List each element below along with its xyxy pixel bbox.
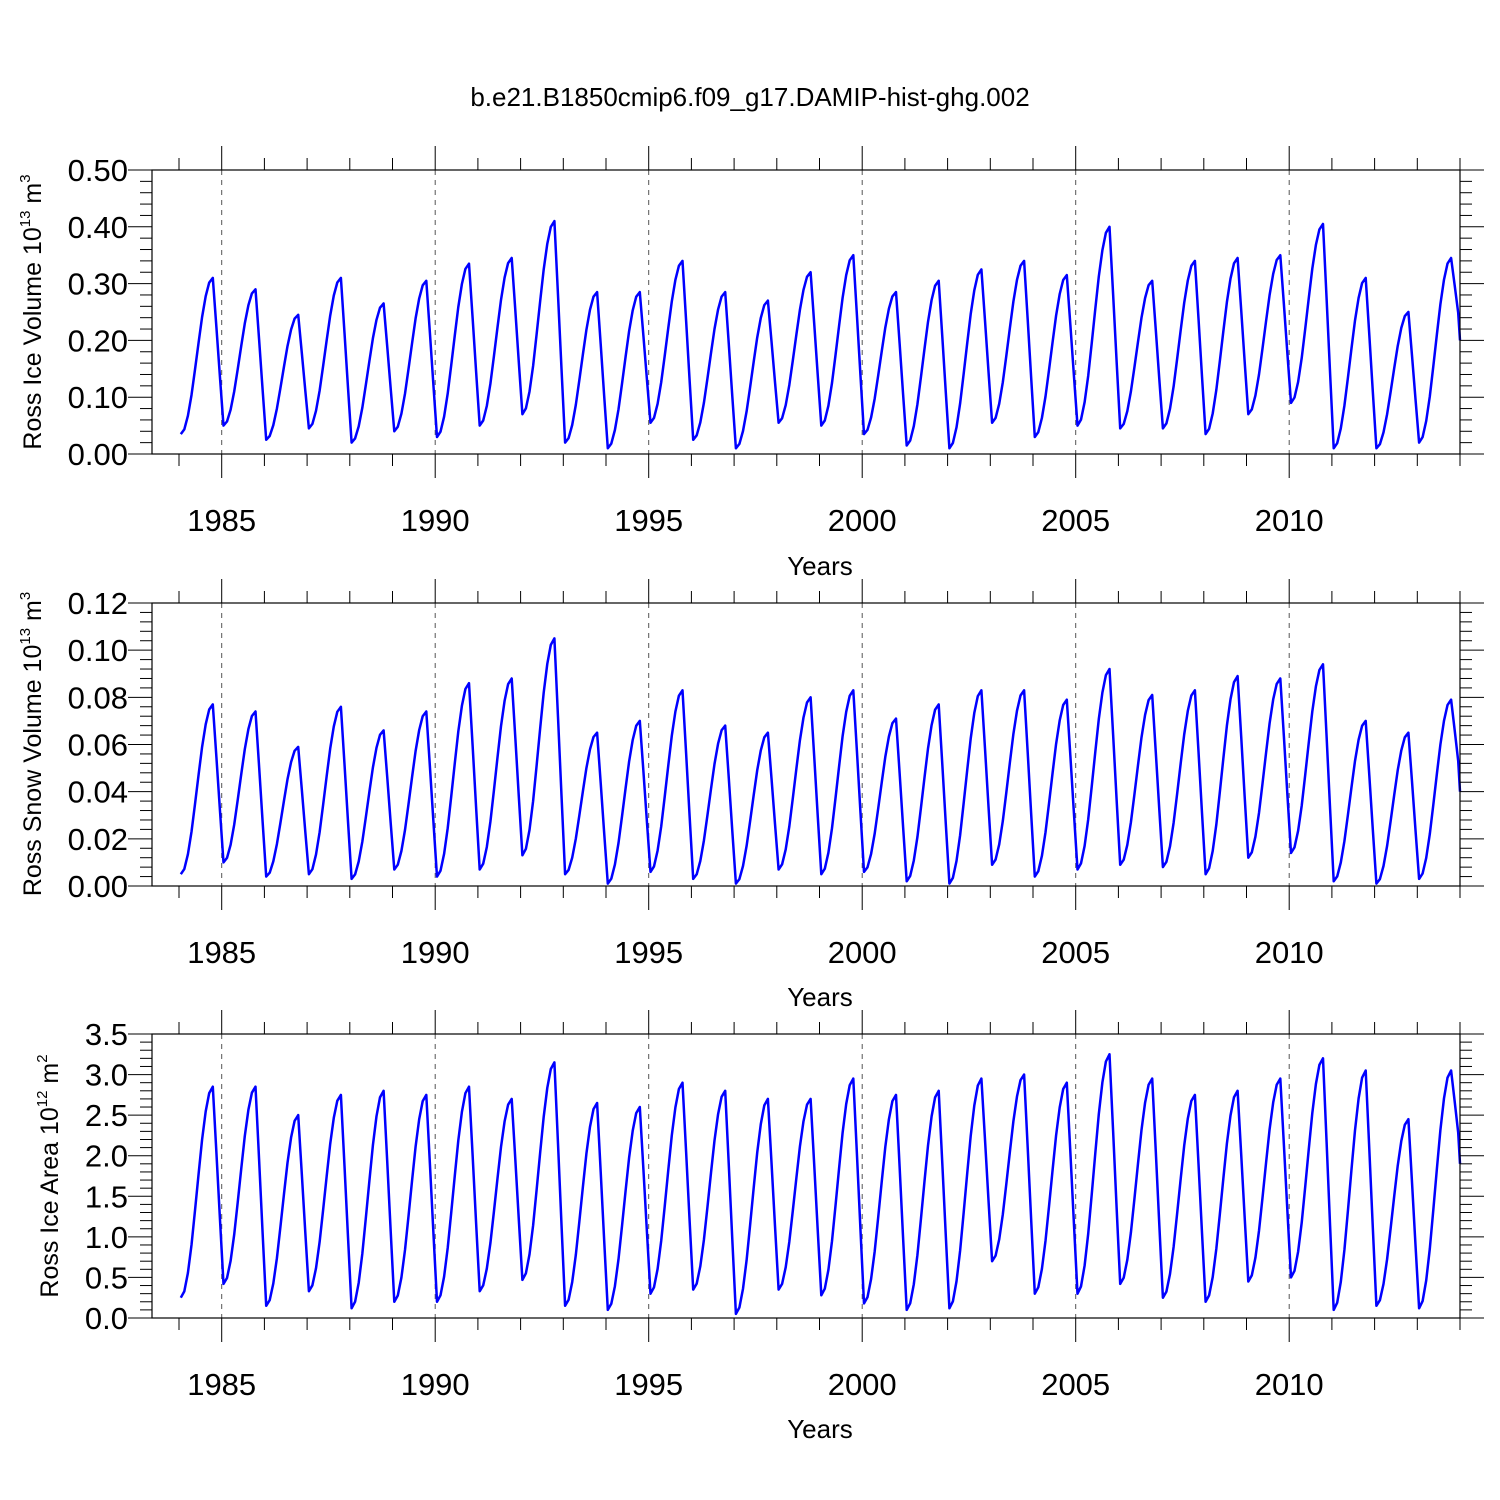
y-tick-label: 0.08 bbox=[68, 680, 128, 715]
tick-marks bbox=[128, 579, 1484, 910]
x-axis-label: Years bbox=[787, 1414, 853, 1444]
x-tick-label: 2010 bbox=[1255, 1367, 1324, 1402]
grid-lines bbox=[221, 603, 1290, 886]
x-tick-labels: 1985 1990 1995 2000 2005 2010 bbox=[187, 1367, 1323, 1402]
y-tick-label: 0.0 bbox=[85, 1301, 128, 1336]
series-line bbox=[179, 637, 1462, 885]
plot-frame bbox=[151, 169, 1461, 455]
y-tick-label: 0.30 bbox=[68, 267, 128, 302]
x-tick-label: 1995 bbox=[614, 503, 683, 538]
y-label-exponent: 13 bbox=[17, 211, 34, 228]
x-tick-label: 2005 bbox=[1041, 503, 1110, 538]
x-tick-label: 2000 bbox=[828, 503, 897, 538]
y-tick-label: 0.10 bbox=[68, 380, 128, 415]
y-label-exponent: 12 bbox=[34, 1091, 51, 1108]
x-tick-labels: 1985 1990 1995 2000 2005 2010 bbox=[187, 503, 1323, 538]
x-tick-label: 2005 bbox=[1041, 935, 1110, 970]
tick-marks bbox=[128, 146, 1484, 478]
x-axis-label: Years bbox=[787, 982, 853, 1012]
y-tick-labels: 0.0 0.5 1.0 1.5 2.0 2.5 3.0 3.5 bbox=[85, 1017, 128, 1336]
x-tick-labels: 1985 1990 1995 2000 2005 2010 bbox=[187, 935, 1323, 970]
grid-lines bbox=[221, 1034, 1290, 1318]
y-axis-label: Ross Snow Volume 1013 m3 bbox=[17, 592, 47, 896]
y-tick-label: 3.0 bbox=[85, 1058, 128, 1093]
y-tick-label: 1.5 bbox=[85, 1179, 128, 1214]
y-label-exponent: 13 bbox=[17, 628, 34, 645]
x-tick-label: 1985 bbox=[187, 503, 256, 538]
x-tick-label: 2005 bbox=[1041, 1367, 1110, 1402]
plot-frame bbox=[151, 1033, 1461, 1319]
y-axis-label: Ross Ice Volume 1013 m3 bbox=[17, 174, 47, 449]
y-label-text: Ross Snow Volume 10 bbox=[19, 645, 47, 897]
x-tick-label: 1985 bbox=[187, 1367, 256, 1402]
y-tick-label: 2.5 bbox=[85, 1098, 128, 1133]
ross-snow-volume-panel: 0.00 0.02 0.04 0.06 0.08 0.10 0.12 1985 1990 199… bbox=[17, 579, 1484, 1012]
y-tick-label: 0.00 bbox=[68, 869, 128, 904]
x-tick-label: 1985 bbox=[187, 935, 256, 970]
series-line bbox=[179, 219, 1462, 450]
ross-ice-volume-panel: 0.00 0.10 0.20 0.30 0.40 0.50 1985 1990 1995 200… bbox=[17, 146, 1484, 581]
x-tick-label: 2010 bbox=[1255, 935, 1324, 970]
y-tick-label: 0.10 bbox=[68, 633, 128, 668]
x-tick-label: 1990 bbox=[401, 1367, 470, 1402]
x-tick-label: 2010 bbox=[1255, 503, 1324, 538]
y-tick-label: 3.5 bbox=[85, 1017, 128, 1052]
y-tick-label: 1.0 bbox=[85, 1220, 128, 1255]
y-label-unit-exponent: 3 bbox=[17, 174, 34, 182]
y-tick-label: 0.02 bbox=[68, 822, 128, 857]
y-label-unit-exponent: 3 bbox=[17, 592, 34, 600]
x-tick-label: 1990 bbox=[401, 935, 470, 970]
x-tick-label: 1990 bbox=[401, 503, 470, 538]
y-tick-label: 0.20 bbox=[68, 323, 128, 358]
y-tick-label: 0.12 bbox=[68, 586, 128, 621]
grid-lines bbox=[221, 170, 1290, 454]
y-label-unit: m bbox=[19, 183, 47, 211]
series-line bbox=[179, 1053, 1462, 1316]
tick-marks bbox=[128, 1010, 1484, 1342]
y-tick-label: 0.5 bbox=[85, 1260, 128, 1295]
y-tick-labels: 0.00 0.10 0.20 0.30 0.40 0.50 bbox=[68, 153, 128, 472]
y-tick-label: 0.40 bbox=[68, 210, 128, 245]
y-tick-label: 0.04 bbox=[68, 775, 128, 810]
y-tick-labels: 0.00 0.02 0.04 0.06 0.08 0.10 0.12 bbox=[68, 586, 128, 904]
y-label-text: Ross Ice Volume 10 bbox=[19, 227, 47, 449]
y-tick-label: 2.0 bbox=[85, 1139, 128, 1174]
x-tick-label: 1995 bbox=[614, 1367, 683, 1402]
figure-title: b.e21.B1850cmip6.f09_g17.DAMIP-hist-ghg.… bbox=[470, 82, 1029, 112]
y-tick-label: 0.06 bbox=[68, 728, 128, 763]
y-label-unit: m bbox=[19, 600, 47, 628]
y-tick-label: 0.50 bbox=[68, 153, 128, 188]
x-axis-label: Years bbox=[787, 551, 853, 581]
ross-ice-area-panel: 0.0 0.5 1.0 1.5 2.0 2.5 3.0 3.5 1985 1990 1995 200… bbox=[34, 1010, 1484, 1444]
y-axis-label: Ross Ice Area 1012 m2 bbox=[34, 1054, 64, 1297]
y-label-text: Ross Ice Area 10 bbox=[36, 1107, 64, 1297]
y-label-unit: m bbox=[36, 1063, 64, 1091]
x-tick-label: 2000 bbox=[828, 1367, 897, 1402]
y-label-unit-exponent: 2 bbox=[34, 1054, 51, 1062]
y-tick-label: 0.00 bbox=[68, 437, 128, 472]
x-tick-label: 2000 bbox=[828, 935, 897, 970]
x-tick-label: 1995 bbox=[614, 935, 683, 970]
